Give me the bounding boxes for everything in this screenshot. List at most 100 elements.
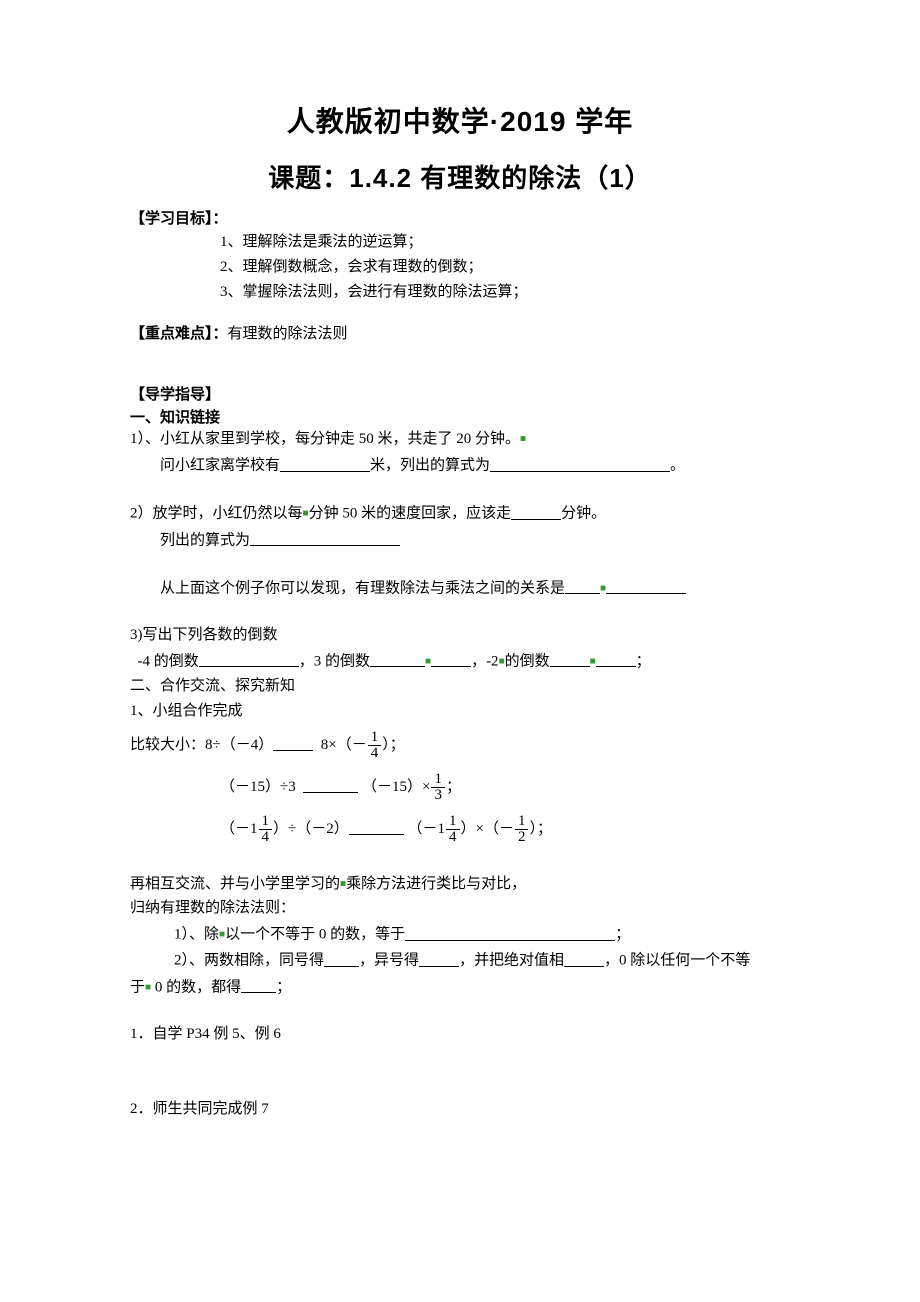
blank-input: [273, 733, 313, 751]
q3-e: ；: [636, 653, 651, 669]
blank-input: [564, 949, 604, 967]
fraction: 12: [515, 814, 529, 845]
fraction-numerator: 1: [446, 814, 460, 829]
rule-2: 2）、两数相除，同号得，异号得，并把绝对值相，0 除以任何一个不等: [130, 947, 790, 973]
fraction: 14: [446, 814, 460, 845]
fraction-numerator: 1: [368, 730, 382, 745]
rule2-g: ；: [276, 979, 291, 995]
rule2-e: 于: [130, 979, 145, 995]
compare-label: 比较大小：8÷（－4）: [130, 737, 273, 753]
emphasis-line: 【重点难点】：有理数的除法法则: [130, 322, 790, 343]
compare-r3-b: ）÷（－2）: [273, 821, 349, 837]
page-title-main: 人教版初中数学·2019 学年: [130, 100, 790, 140]
emphasis-text: 有理数的除法法则: [228, 326, 348, 342]
emphasis-label: 【重点难点】：: [130, 326, 228, 342]
fraction: 13: [431, 772, 445, 803]
compare-r3-d: ）×（－: [461, 821, 514, 837]
blank-input: [490, 454, 670, 472]
q1-line2-b: 米，列出的算式为: [370, 458, 490, 474]
compare-r3-a: （－1: [220, 821, 258, 837]
rule2-a: 2）、两数相除，同号得: [174, 953, 324, 969]
rule-2b: 于■ 0 的数，都得；: [130, 974, 790, 1000]
rule1-c: ；: [615, 927, 630, 943]
q3-d: 的倒数: [505, 653, 550, 669]
q2-line1: 2）放学时，小红仍然以每■分钟 50 米的速度回家，应该走分钟。: [130, 500, 790, 526]
compare-row-1: 比较大小：8÷（－4） 8×（－14）；: [130, 724, 790, 766]
compare-r2-b: （－15）×: [362, 779, 430, 795]
study-1: 1．自学 P34 例 5、例 6: [130, 1022, 790, 1047]
relation-line: 从上面这个例子你可以发现，有理数除法与乘法之间的关系是■: [160, 575, 790, 601]
study-2: 2．师生共同完成例 7: [130, 1097, 790, 1122]
compare-row-2: （－15）÷3 （－15）×13；: [220, 766, 790, 808]
fraction-denominator: 4: [446, 829, 460, 845]
blank-input: [349, 817, 404, 835]
compare-r2-a: （－15）÷3: [220, 779, 296, 795]
blank-input: [303, 775, 358, 793]
fraction-numerator: 1: [515, 814, 529, 829]
conclude-line-1: 再相互交流、并与小学里学习的■乘除方法进行类比与对比，: [130, 872, 790, 897]
q3-line: -4 的倒数，3 的倒数■，-2■的倒数■；: [130, 648, 790, 674]
q1-line2-c: 。: [670, 458, 685, 474]
compare-r1-tail: ）；: [382, 737, 405, 753]
q1-line2-a: 问小红家离学校有: [160, 458, 280, 474]
guide-heading: 【导学指导】: [130, 383, 790, 404]
rule2-c: ，并把绝对值相: [459, 953, 564, 969]
blank-input: [596, 650, 636, 668]
fraction-denominator: 3: [431, 787, 445, 803]
compare-r3-tail: ）；: [529, 821, 552, 837]
q3-c: ，-2: [471, 653, 499, 669]
q1-line2: 问小红家离学校有 米，列出的算式为 。: [160, 452, 790, 478]
conclude-a: 再相互交流、并与小学里学习的: [130, 876, 340, 892]
q2-line1-c: 分钟。: [561, 506, 606, 522]
q2-line1-a: 2）放学时，小红仍然以每: [130, 506, 303, 522]
blank-input: [241, 976, 276, 994]
relation-text: 从上面这个例子你可以发现，有理数除法与乘法之间的关系是: [160, 580, 565, 596]
blank-input: [511, 502, 561, 520]
conclude-line-2: 归纳有理数的除法法则：: [130, 896, 790, 921]
compare-r2-tail: ；: [446, 779, 461, 795]
compare-row-3: （－114）÷（－2） （－114）×（－12）；: [220, 808, 790, 850]
blank-input: [606, 577, 686, 595]
fraction-denominator: 4: [368, 745, 382, 761]
blank-input: [324, 949, 359, 967]
q2-line2: 列出的算式为: [160, 527, 790, 553]
knowledge-heading: 一、知识链接: [130, 406, 790, 427]
compare-r3-c: （－1: [408, 821, 446, 837]
blank-input: [280, 454, 370, 472]
conclude-b: 乘除方法进行类比与对比，: [346, 876, 526, 892]
blank-input: [565, 577, 600, 595]
blank-input: [431, 650, 471, 668]
coop-heading: 二、合作交流、探究新知: [130, 674, 790, 699]
page-title-sub: 课题：1.4.2 有理数的除法（1）: [130, 158, 790, 195]
rule-1: 1）、除■以一个不等于 0 的数，等于；: [174, 921, 790, 947]
q3-head: 3)写出下列各数的倒数: [130, 623, 790, 648]
q2-line2-a: 列出的算式为: [160, 532, 250, 548]
q1-line1: 1）、小红从家里到学校，每分钟走 50 米，共走了 20 分钟。■: [130, 427, 790, 452]
blank-input: [199, 650, 299, 668]
q1-line1-text: 1）、小红从家里到学校，每分钟走 50 米，共走了 20 分钟。: [130, 431, 520, 447]
q3-a: -4 的倒数: [138, 653, 199, 669]
blank-input: [405, 923, 615, 941]
marker-dot-icon: ■: [520, 434, 526, 445]
objective-2: 2、理解倒数概念，会求有理数的倒数；: [220, 255, 790, 280]
document-page: 人教版初中数学·2019 学年 课题：1.4.2 有理数的除法（1） 【学习目标…: [0, 0, 920, 1302]
rule1-b: 以一个不等于 0 的数，等于: [225, 927, 405, 943]
fraction: 14: [368, 730, 382, 761]
fraction-denominator: 2: [515, 829, 529, 845]
objective-3: 3、掌握除法法则，会进行有理数的除法运算；: [220, 280, 790, 305]
objectives-list: 1、理解除法是乘法的逆运算； 2、理解倒数概念，会求有理数的倒数； 3、掌握除法…: [220, 230, 790, 304]
coop-sub: 1、小组合作完成: [130, 699, 790, 724]
rule2-f: 0 的数，都得: [151, 979, 241, 995]
rule2-d: ，0 除以任何一个不等: [604, 953, 750, 969]
objective-1: 1、理解除法是乘法的逆运算；: [220, 230, 790, 255]
fraction: 14: [259, 814, 273, 845]
compare-r1-mid: 8×（－: [321, 737, 367, 753]
objectives-heading: 【学习目标】：: [130, 207, 790, 228]
q3-b: ，3 的倒数: [299, 653, 370, 669]
blank-input: [250, 529, 400, 547]
blank-input: [370, 650, 425, 668]
fraction-denominator: 4: [259, 829, 273, 845]
rule1-a: 1）、除: [174, 927, 219, 943]
fraction-numerator: 1: [431, 772, 445, 787]
fraction-numerator: 1: [259, 814, 273, 829]
